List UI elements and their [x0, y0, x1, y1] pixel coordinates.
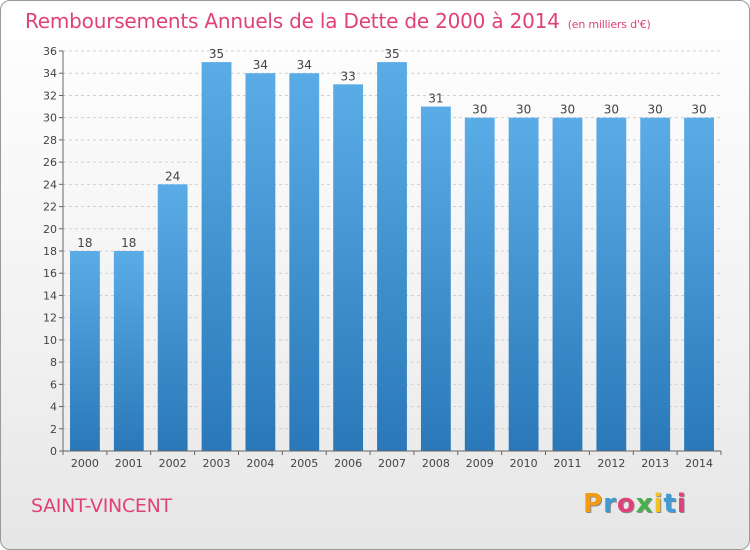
bar — [201, 62, 232, 451]
x-tick-label: 2012 — [597, 457, 625, 470]
y-tick-label: 34 — [43, 67, 57, 80]
x-tick-label: 2007 — [378, 457, 406, 470]
data-label: 30 — [691, 103, 706, 117]
bar — [70, 251, 100, 451]
bar — [640, 117, 671, 452]
proxiti-logo: Proxiti — [583, 489, 687, 519]
data-label: 35 — [384, 47, 399, 61]
x-tick-label: 2005 — [290, 457, 318, 470]
x-tick-label: 2008 — [422, 457, 450, 470]
x-tick-label: 2002 — [159, 457, 187, 470]
bar — [684, 117, 714, 452]
data-label: 34 — [297, 58, 312, 72]
logo-letter: P — [583, 489, 604, 519]
x-tick-label: 2014 — [685, 457, 713, 470]
y-tick-label: 32 — [43, 89, 57, 102]
bar — [333, 84, 364, 451]
commune-name: SAINT-VINCENT — [31, 495, 172, 517]
x-tick-label: 2000 — [71, 457, 99, 470]
data-label: 18 — [121, 236, 136, 250]
x-tick-label: 2003 — [203, 457, 231, 470]
data-label: 30 — [604, 103, 619, 117]
data-label: 35 — [209, 47, 224, 61]
y-tick-label: 26 — [43, 156, 57, 169]
data-label: 33 — [340, 69, 355, 83]
data-label: 24 — [165, 169, 180, 183]
y-tick-label: 10 — [43, 334, 57, 347]
x-tick-label: 2004 — [246, 457, 274, 470]
logo-letter: x — [635, 489, 654, 519]
y-tick-label: 12 — [43, 312, 57, 325]
bar — [157, 184, 188, 452]
bars — [70, 62, 714, 452]
data-label: 30 — [516, 103, 531, 117]
logo-letter: t — [663, 489, 677, 519]
bar — [464, 117, 495, 452]
chart-title: Remboursements Annuels de la Dette de 20… — [25, 9, 651, 33]
data-label: 34 — [253, 58, 268, 72]
y-tick-label: 22 — [43, 201, 57, 214]
data-labels: 18 18 24 35 34 34 33 35 31 30 30 30 30 30 30 — [77, 47, 706, 250]
data-label: 30 — [472, 103, 487, 117]
y-tick-label: 2 — [50, 423, 57, 436]
data-label: 18 — [77, 236, 92, 250]
bar — [289, 73, 320, 451]
y-tick-label: 28 — [43, 134, 57, 147]
y-tick-label: 0 — [50, 445, 57, 458]
chart-title-text: Remboursements Annuels de la Dette de 20… — [25, 9, 560, 33]
x-tick-label: 2001 — [115, 457, 143, 470]
logo-letter: o — [616, 489, 636, 519]
y-tick-label: 4 — [50, 401, 57, 414]
bar — [596, 117, 627, 452]
logo-letter: i — [653, 489, 664, 519]
data-label: 31 — [428, 92, 443, 106]
data-label: 30 — [648, 103, 663, 117]
x-tick-label: 2010 — [510, 457, 538, 470]
y-tick-label: 24 — [43, 178, 57, 191]
y-tick-label: 18 — [43, 245, 57, 258]
data-label: 30 — [560, 103, 575, 117]
chart-unit-label: (en milliers d'€) — [567, 18, 651, 31]
y-tick-label: 16 — [43, 267, 57, 280]
bar — [245, 73, 276, 451]
bar — [113, 251, 144, 451]
y-tick-label: 36 — [43, 45, 57, 58]
y-tick-label: 6 — [50, 378, 57, 391]
x-tick-label: 2013 — [641, 457, 669, 470]
x-tick-label: 2009 — [466, 457, 494, 470]
bar — [508, 117, 539, 452]
x-tick-label: 2006 — [334, 457, 362, 470]
logo-letter: i — [676, 489, 687, 519]
x-tick-label: 2011 — [553, 457, 581, 470]
y-tick-label: 14 — [43, 289, 57, 302]
logo-letter: r — [603, 489, 617, 519]
bar — [552, 117, 583, 452]
bar — [377, 62, 407, 451]
y-tick-label: 20 — [43, 223, 57, 236]
y-tick-label: 30 — [43, 112, 57, 125]
bar — [420, 106, 451, 452]
y-tick-label: 8 — [50, 356, 57, 369]
